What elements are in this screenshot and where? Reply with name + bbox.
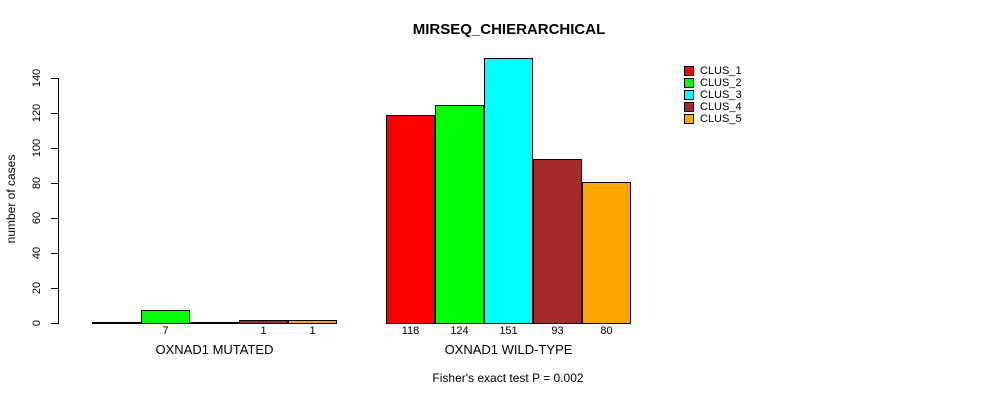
y-tick: [51, 218, 59, 219]
y-tick: [51, 288, 59, 289]
legend-label: CLUS_5: [700, 113, 742, 125]
legend-swatch: [684, 90, 694, 100]
y-tick-label: 120: [31, 103, 43, 123]
legend-label: CLUS_1: [700, 65, 742, 77]
chart-title: MIRSEQ_CHIERARCHICAL: [412, 21, 606, 38]
y-tick: [51, 113, 59, 114]
bar-value-label: 80: [600, 325, 613, 337]
legend-label: CLUS_2: [700, 77, 742, 89]
legend-swatch: [684, 102, 694, 112]
y-tick-label: 60: [31, 211, 43, 225]
bar-value-label: 7: [162, 325, 169, 337]
category-label: OXNAD1 WILD-TYPE: [444, 342, 573, 357]
bar: [386, 115, 435, 324]
y-tick-label: 140: [31, 68, 43, 88]
bar: [239, 320, 288, 324]
y-tick-label: 100: [31, 138, 43, 158]
bar: [435, 105, 484, 324]
y-tick-label: 0: [31, 319, 43, 327]
y-tick: [51, 253, 59, 254]
bar-value-label: 1: [260, 325, 267, 337]
bar-value-label: 1: [309, 325, 316, 337]
y-tick-label: 20: [31, 281, 43, 295]
y-tick: [51, 183, 59, 184]
bar: [484, 58, 533, 324]
y-tick-label: 40: [31, 246, 43, 260]
y-tick: [51, 323, 59, 324]
legend-swatch: [684, 114, 694, 124]
legend-swatch: [684, 78, 694, 88]
annotation-text: Fisher's exact test P = 0.002: [432, 371, 584, 385]
bar: [533, 159, 582, 324]
y-tick: [51, 148, 59, 149]
y-axis: [58, 78, 59, 324]
bar: [190, 322, 239, 324]
bar-value-label: 124: [450, 325, 469, 337]
bar: [582, 182, 631, 324]
bar: [141, 310, 190, 324]
category-label: OXNAD1 MUTATED: [155, 342, 274, 357]
bar: [92, 322, 141, 324]
bar: [288, 320, 337, 324]
legend-label: CLUS_4: [700, 101, 742, 113]
y-axis-label: number of cases: [4, 154, 18, 244]
legend-label: CLUS_3: [700, 89, 742, 101]
bar-value-label: 93: [551, 325, 564, 337]
y-tick-label: 80: [31, 176, 43, 190]
legend-swatch: [684, 66, 694, 76]
bar-value-label: 118: [401, 325, 420, 337]
bar-value-label: 151: [499, 325, 518, 337]
y-tick: [51, 78, 59, 79]
